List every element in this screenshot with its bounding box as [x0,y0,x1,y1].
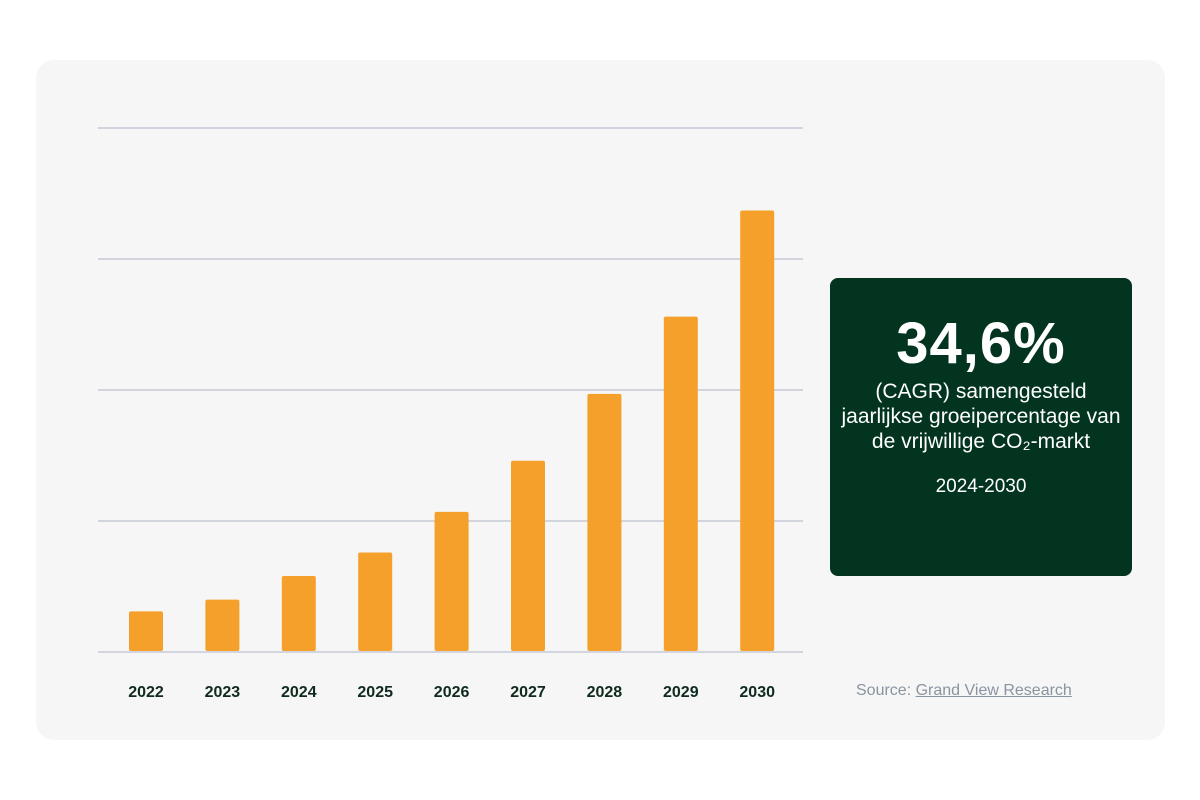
cagr-period: 2024-2030 [935,476,1027,497]
x-tick-label: 2030 [739,684,775,701]
bar-2027 [511,460,545,651]
cagr-description: (CAGR) samengesteld jaarlijkse groeiperc… [841,380,1121,453]
bar-2028 [587,393,622,651]
x-tick-label: 2022 [128,684,164,701]
source-note: Source: Grand View Research [856,682,1072,700]
cagr-callout: 34,6% (CAGR) samengesteld jaarlijkse gro… [830,278,1132,576]
x-tick-label: 2025 [357,684,393,701]
x-tick-label: 2026 [434,684,470,701]
cagr-value: 34,6% [896,311,1066,376]
bar-2022 [129,611,163,651]
source-link[interactable]: Grand View Research [915,682,1072,699]
bar-2025 [358,552,393,651]
bar-2023 [205,599,240,651]
source-label: Source: [856,682,912,699]
x-tick-label: 2029 [663,684,699,701]
x-tick-label: 2027 [510,684,546,701]
x-tick-label: 2024 [281,684,317,701]
x-tick-label: 2023 [205,684,241,701]
x-tick-label: 2028 [587,684,623,701]
bar-2030 [740,210,775,651]
bar-2029 [663,316,698,651]
bar-2026 [434,511,469,651]
bar-2024 [281,576,316,651]
